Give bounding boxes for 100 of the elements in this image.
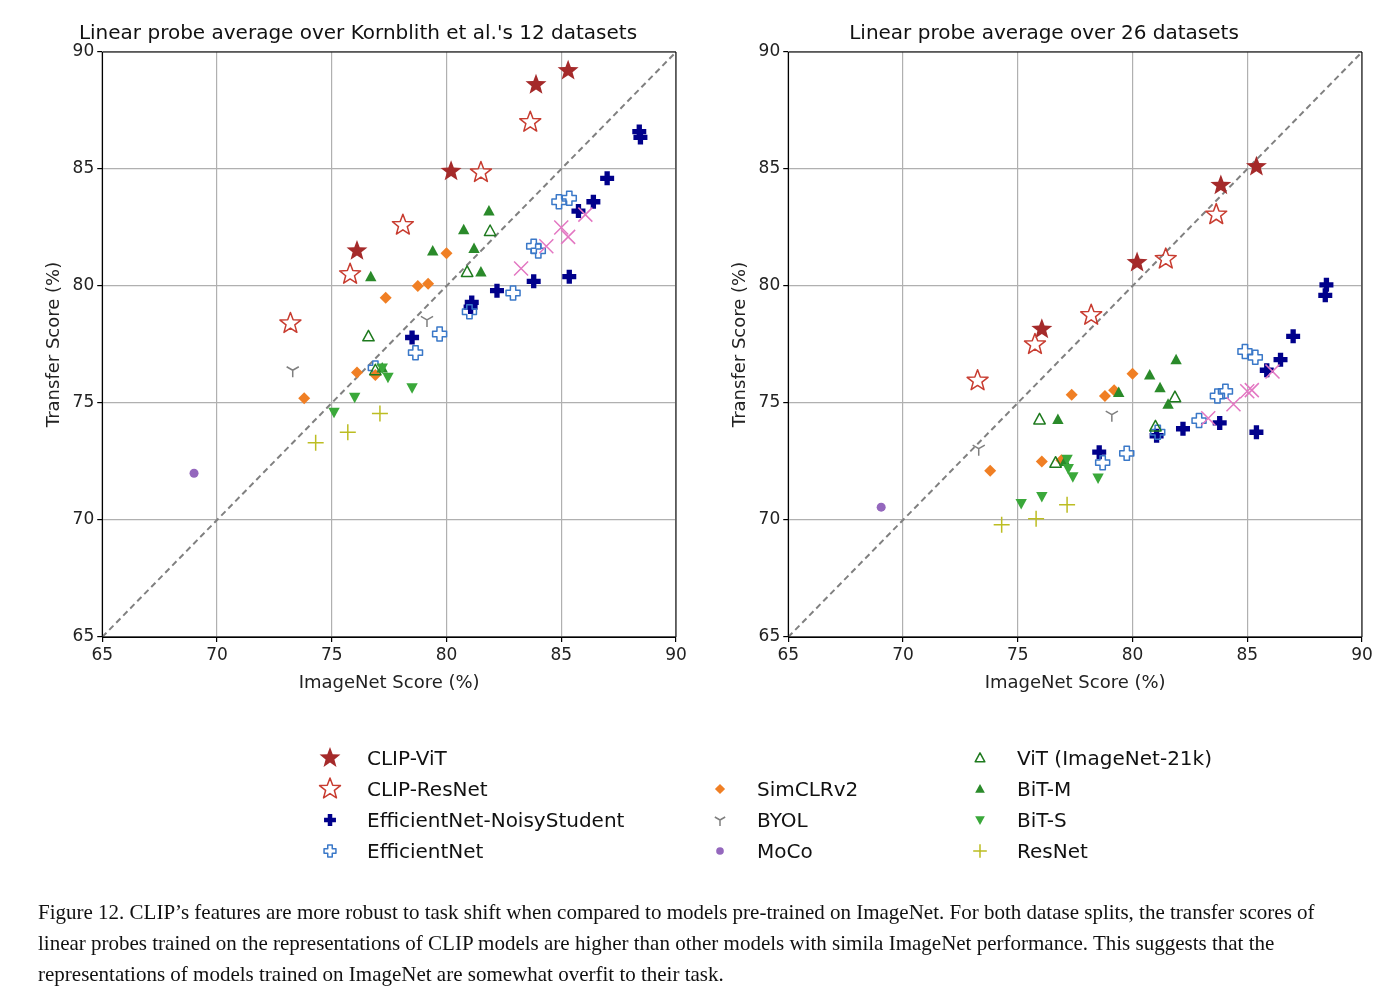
point: [1126, 251, 1148, 272]
point: [461, 303, 478, 320]
point: [382, 372, 394, 384]
x-tick-label: 90: [1351, 643, 1373, 664]
point: [468, 242, 480, 254]
y-tick-label: 75: [758, 391, 781, 412]
point: [365, 270, 377, 282]
point: [1318, 288, 1333, 303]
point: [1062, 464, 1074, 475]
chart-title: Linear probe average over 26 datasets: [849, 20, 1239, 45]
x-tick-label: 70: [892, 643, 914, 664]
point: [561, 190, 578, 206]
point: [489, 283, 504, 298]
point: [339, 423, 357, 441]
point: [1092, 445, 1107, 460]
legend-label: EfficientNet: [367, 838, 484, 863]
point: [562, 269, 577, 284]
point: [560, 229, 576, 245]
point: [1031, 318, 1053, 339]
point: [1023, 332, 1047, 355]
point: [411, 280, 424, 292]
point: [458, 223, 470, 235]
legend-label: ViT (ImageNet-21k): [1017, 745, 1212, 770]
point: [984, 464, 997, 477]
point: [1154, 381, 1166, 393]
point: [571, 204, 586, 219]
x-tick-label: 90: [665, 643, 687, 664]
point: [1162, 398, 1174, 409]
point: [1126, 367, 1139, 380]
point: [362, 329, 375, 342]
point: [1191, 412, 1207, 429]
point: [348, 392, 361, 404]
point: [1049, 455, 1063, 468]
x-tick-label: 75: [320, 643, 343, 664]
point: [1052, 413, 1064, 424]
point: [586, 194, 601, 209]
point: [346, 239, 368, 260]
point: [431, 326, 448, 342]
x-tick-label: 85: [550, 643, 573, 664]
point: [551, 194, 567, 210]
point: [1170, 353, 1182, 365]
point: [1027, 510, 1045, 528]
point: [1264, 363, 1281, 380]
point: [1239, 383, 1255, 400]
y-tick-label: 90: [72, 40, 95, 61]
point: [992, 515, 1011, 534]
point: [440, 247, 453, 260]
point: [407, 344, 424, 361]
point: [1247, 349, 1264, 366]
x-tick-label: 85: [1236, 643, 1259, 664]
caption: Figure 12. CLIP’s features are more robust to task shift when compared to models pre-trained on ImageNet. For both datase splits, the transfer scores of linear probes trained on the representations of CLIP models are higher than other models with simila ImageNet performance. This suggests that the representations of models trained on ImageNet are somewhat overfit to their task.: [38, 899, 1316, 988]
y-tick-label: 75: [72, 391, 95, 412]
point: [420, 315, 434, 328]
point: [600, 171, 615, 186]
y-tick-label: 65: [758, 625, 781, 646]
point: [1217, 383, 1234, 400]
point: [1067, 472, 1079, 483]
point: [371, 404, 389, 423]
point: [483, 205, 495, 216]
point: [427, 244, 439, 256]
x-axis-title: ImageNet Score (%): [984, 670, 1166, 692]
point: [966, 369, 989, 391]
y-tick-label: 80: [758, 274, 781, 295]
point: [538, 238, 555, 254]
point: [1035, 455, 1048, 468]
point: [1094, 454, 1111, 471]
x-tick-label: 80: [1121, 643, 1144, 664]
y-tick-label: 70: [758, 508, 781, 529]
legend-label: CLIP-ViT: [367, 745, 447, 770]
point: [338, 262, 362, 284]
y-tick-label: 85: [72, 157, 95, 178]
point: [557, 59, 579, 80]
point: [350, 366, 363, 379]
legend-label: BiT-M: [1017, 776, 1072, 801]
point: [279, 311, 302, 334]
point: [1210, 174, 1232, 195]
point: [1036, 492, 1048, 503]
point: [391, 213, 415, 235]
point: [971, 444, 986, 457]
point: [1113, 386, 1125, 397]
point: [1015, 499, 1027, 510]
point: [483, 224, 497, 237]
y-tick-label: 90: [758, 40, 781, 61]
x-axis-title: ImageNet Score (%): [298, 670, 480, 692]
point: [406, 383, 418, 394]
point: [1209, 388, 1226, 404]
point: [876, 502, 886, 512]
y-tick-label: 85: [758, 157, 781, 178]
point: [1119, 445, 1135, 462]
legend-label: SimCLRv2: [757, 776, 859, 801]
point: [1092, 473, 1104, 484]
point: [1154, 247, 1177, 269]
point: [1105, 410, 1119, 423]
point: [1168, 390, 1182, 403]
point: [1225, 396, 1242, 412]
point: [530, 243, 547, 259]
point: [306, 434, 325, 452]
y-tick-label: 80: [72, 274, 95, 295]
point: [1273, 352, 1288, 367]
point: [1098, 389, 1111, 402]
